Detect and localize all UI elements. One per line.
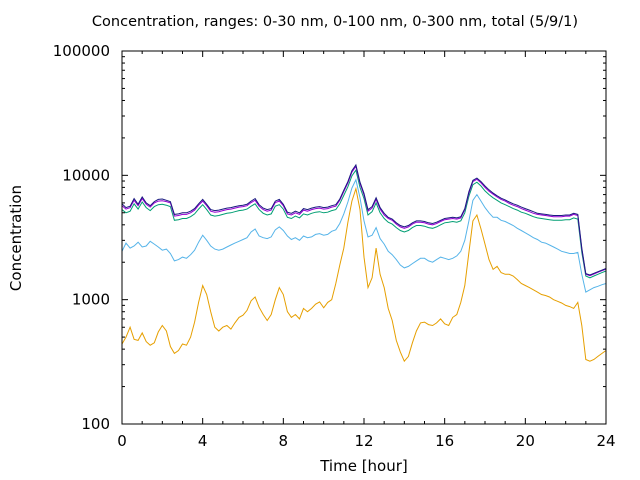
axis-ticks: 0 4 8 12 16 20 24 100 1000 10000 100000 bbox=[53, 42, 616, 450]
x-tick-label: 0 bbox=[117, 432, 127, 450]
y-tick-label: 100000 bbox=[53, 42, 110, 60]
y-tick-label: 10000 bbox=[62, 166, 110, 184]
x-tick-label: 16 bbox=[435, 432, 454, 450]
series-line-3 bbox=[121, 169, 607, 279]
x-tick-label: 4 bbox=[198, 432, 208, 450]
y-tick-label: 100 bbox=[81, 415, 110, 433]
chart-title: Concentration, ranges: 0-30 nm, 0-100 nm… bbox=[91, 14, 579, 30]
y-axis-label: Concentration bbox=[7, 184, 25, 292]
y-tick-label: 1000 bbox=[72, 291, 110, 309]
x-tick-label: 12 bbox=[354, 432, 373, 450]
x-tick-label: 20 bbox=[516, 432, 535, 450]
x-axis-label: Time [hour] bbox=[320, 457, 408, 475]
x-tick-label: 24 bbox=[596, 432, 615, 450]
series-layer bbox=[121, 163, 607, 363]
x-tick-label: 8 bbox=[279, 432, 289, 450]
series-line-2 bbox=[121, 178, 607, 293]
series-line-5 bbox=[121, 163, 607, 276]
series-line-1 bbox=[121, 186, 607, 363]
